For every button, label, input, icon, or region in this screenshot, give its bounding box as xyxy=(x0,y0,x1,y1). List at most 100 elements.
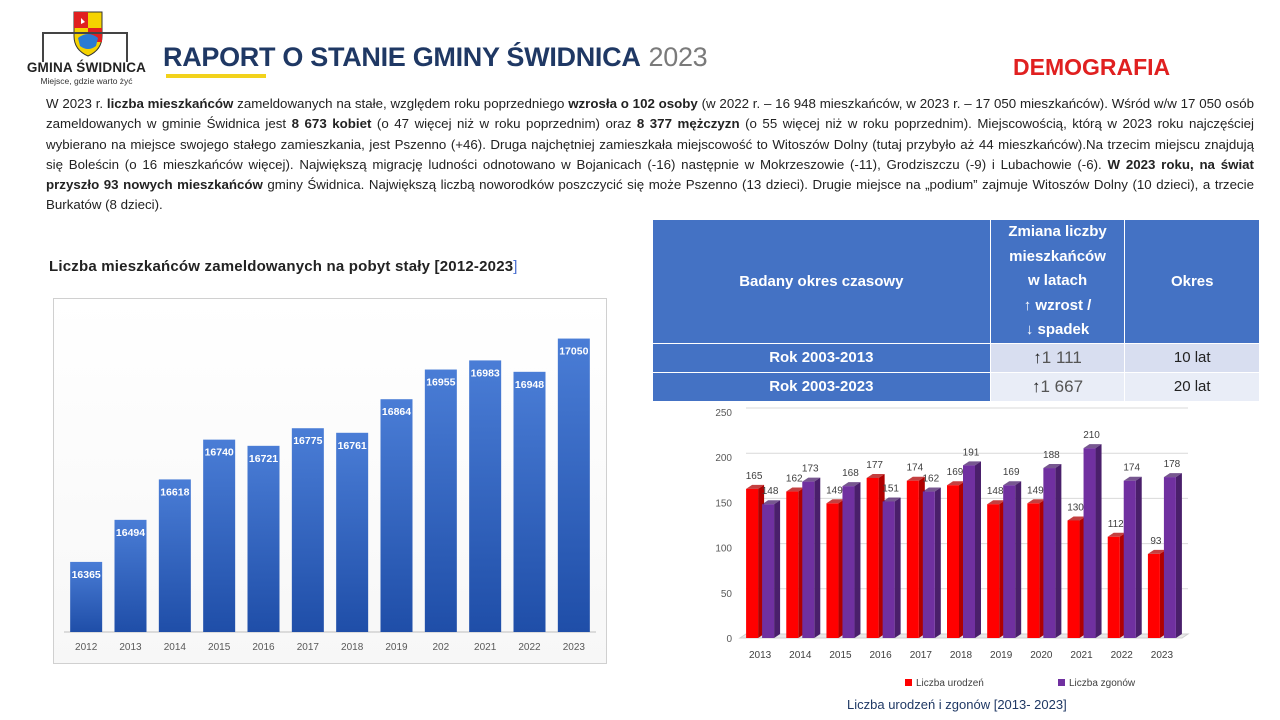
bar-top xyxy=(786,487,805,492)
deaths-bar xyxy=(1083,448,1096,638)
row-okres: 10 lat xyxy=(1124,342,1260,373)
bar-top xyxy=(762,500,781,505)
bar-top xyxy=(1163,473,1182,478)
births-bar xyxy=(1147,553,1160,638)
bar-top xyxy=(1043,464,1062,469)
bar-value-label: 149 xyxy=(826,485,843,496)
logo-name: GMINA ŚWIDNICA xyxy=(26,60,147,75)
population-bar xyxy=(247,445,280,632)
header-change-line: ↓ spadek xyxy=(1025,321,1090,338)
x-tick-label: 2012 xyxy=(75,642,98,653)
deaths-bar xyxy=(1163,477,1176,638)
bar-top xyxy=(906,476,925,481)
bar-value-label: 169 xyxy=(947,467,964,478)
bar-top xyxy=(802,477,821,482)
row-label: Rok 2003-2013 xyxy=(652,342,991,373)
deaths-bar xyxy=(1003,485,1016,638)
births-bar xyxy=(906,480,919,638)
logo-motto: Miejsce, gdzie warto żyć xyxy=(40,76,133,86)
x-tick-label: 2023 xyxy=(563,642,586,653)
bar-top xyxy=(1083,444,1102,449)
x-tick-label: 2019 xyxy=(385,642,408,653)
chart-title-text: Liczba mieszkańców zameldowanych na poby… xyxy=(49,258,514,275)
bar-top xyxy=(866,473,885,478)
deaths-bar xyxy=(963,465,975,638)
x-tick-label: 2015 xyxy=(208,642,231,653)
header-change-line: mieszkańców xyxy=(1009,247,1106,265)
births-deaths-chart-svg: 0501001502002501651482013162173201414916… xyxy=(715,407,1190,689)
x-tick-label: 2014 xyxy=(164,642,187,653)
intro-text: (w 2022 r. – 16 948 mieszkańców, w 2023 … xyxy=(46,96,1255,132)
row-change-value: 1 111 xyxy=(1041,347,1082,367)
bar-value-label: 151 xyxy=(882,483,899,494)
population-bar xyxy=(424,369,457,632)
table-row: Rok 2003-2013 ↑1 111 10 lat xyxy=(652,342,1260,373)
population-bar xyxy=(203,439,236,632)
report-title: RAPORT O STANIE GMINY ŚWIDNICA 2023 xyxy=(163,42,708,73)
population-change-table: Badany okres czasowy Zmiana liczby miesz… xyxy=(652,219,1260,402)
bar-value-label: 174 xyxy=(1123,463,1140,474)
bar-value-label: 16761 xyxy=(338,440,367,452)
bar-value-label: 16740 xyxy=(205,447,234,459)
deaths-bar xyxy=(1123,480,1136,638)
bar-value-label: 165 xyxy=(746,471,763,482)
intro-text: zameldowanych na stałe, względem roku po… xyxy=(233,96,569,111)
bar-top xyxy=(922,487,941,492)
bar-value-label: 169 xyxy=(1003,467,1020,478)
births-bar xyxy=(866,477,879,638)
bar-top xyxy=(1067,516,1086,521)
births-bar xyxy=(947,485,959,638)
bar-value-label: 188 xyxy=(1043,450,1060,461)
bar-value-label: 17050 xyxy=(559,346,588,358)
intro-bold: 8 673 kobiet xyxy=(291,116,372,132)
bar-value-label: 148 xyxy=(762,486,779,497)
births-bar xyxy=(826,503,839,638)
population-bar xyxy=(557,338,590,632)
row-okres: 20 lat xyxy=(1124,371,1260,402)
legend-label: Liczba urodzeń xyxy=(916,678,984,689)
x-tick-label: 2022 xyxy=(1111,650,1134,661)
bar-value-label: 112 xyxy=(1108,519,1124,530)
x-tick-label: 2022 xyxy=(518,642,541,653)
bar-value-label: 210 xyxy=(1083,430,1100,441)
y-tick-label: 0 xyxy=(726,634,732,645)
x-tick-label: 202 xyxy=(432,642,449,653)
bar-side xyxy=(1175,473,1182,638)
births-bar xyxy=(1107,536,1120,638)
y-tick-label: 150 xyxy=(715,498,732,509)
bar-value-label: 177 xyxy=(866,460,883,471)
x-tick-label: 2017 xyxy=(910,650,933,661)
population-bar xyxy=(513,371,546,632)
intro-text: W 2023 r. xyxy=(46,96,107,111)
bar-value-label: 162 xyxy=(922,474,939,485)
bar-value-label: 93 xyxy=(1150,536,1162,547)
bar-top xyxy=(1003,481,1022,486)
bar-top xyxy=(826,499,845,504)
deaths-bar xyxy=(882,501,895,638)
bar-top xyxy=(963,461,981,466)
population-bar xyxy=(114,519,147,632)
bar-value-label: 191 xyxy=(963,447,980,458)
legend-label: Liczba zgonów xyxy=(1069,678,1136,689)
x-tick-label: 2013 xyxy=(749,650,772,661)
bar-value-label: 16494 xyxy=(116,527,145,539)
x-tick-label: 2017 xyxy=(297,642,320,653)
bar-value-label: 16721 xyxy=(249,453,278,465)
bar-top xyxy=(1123,476,1142,481)
bar-side xyxy=(774,500,781,638)
x-tick-label: 2014 xyxy=(789,650,812,661)
population-bar xyxy=(336,432,369,632)
row-label: Rok 2003-2023 xyxy=(652,371,991,402)
bar-side xyxy=(934,487,941,638)
bar-value-label: 149 xyxy=(1027,485,1044,496)
header-change-line: w latach xyxy=(1027,272,1088,289)
deaths-bar xyxy=(842,486,855,638)
bar-top xyxy=(987,500,1006,505)
legend-swatch xyxy=(1058,679,1065,686)
y-tick-label: 250 xyxy=(715,408,732,419)
births-bar xyxy=(987,504,1000,638)
population-bar xyxy=(70,561,103,632)
births-deaths-caption: Liczba urodzeń i zgonów [2013- 2023] xyxy=(847,697,1067,712)
bar-top xyxy=(1107,532,1126,537)
bar-side xyxy=(894,497,901,638)
